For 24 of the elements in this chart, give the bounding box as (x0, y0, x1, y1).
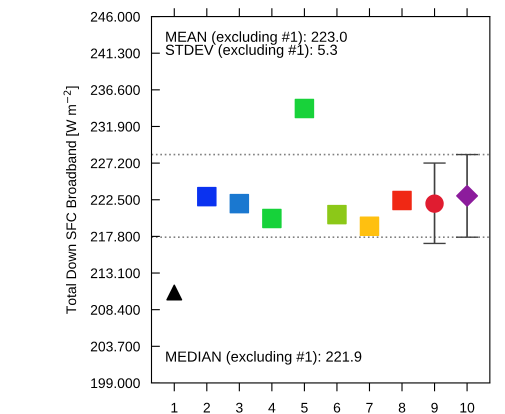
annotation: MEAN (excluding #1): 223.0 STDEV (excluding #1): 5.3 (166, 31, 347, 58)
y-axis-title: Total Down SFC Broadband [W m$^{−2}$] (64, 86, 79, 314)
y-tick-label: 203.700 (90, 342, 140, 352)
x-tick-label: 6 (334, 402, 340, 413)
x-tick-label: 10 (460, 402, 474, 413)
y-tick-label: 217.800 (90, 232, 140, 242)
y-tick-label: 199.000 (91, 378, 140, 388)
x-tick-label: 4 (268, 402, 276, 412)
x-tick-label: 3 (236, 402, 243, 413)
x-tick-label: 5 (301, 402, 308, 413)
x-tick-label: 1 (171, 402, 178, 412)
y-tick-label: 213.100 (90, 268, 140, 278)
x-tick-label: 2 (204, 402, 210, 412)
y-tick-label: 241.300 (90, 48, 140, 58)
y-tick-label: 231.900 (90, 122, 140, 132)
y-tick-label: 246.000 (90, 12, 140, 22)
y-tick-label: 222.500 (90, 195, 140, 205)
x-tick-label: 9 (431, 402, 438, 413)
y-tick-label: 208.400 (90, 305, 140, 315)
y-tick-label: 227.200 (90, 158, 140, 168)
x-tick-label: 7 (366, 402, 373, 412)
y-tick-label: 236.600 (90, 85, 140, 96)
x-tick-label: 8 (398, 402, 406, 413)
annotation: MEDIAN (excluding #1): 221.9 (166, 351, 362, 365)
